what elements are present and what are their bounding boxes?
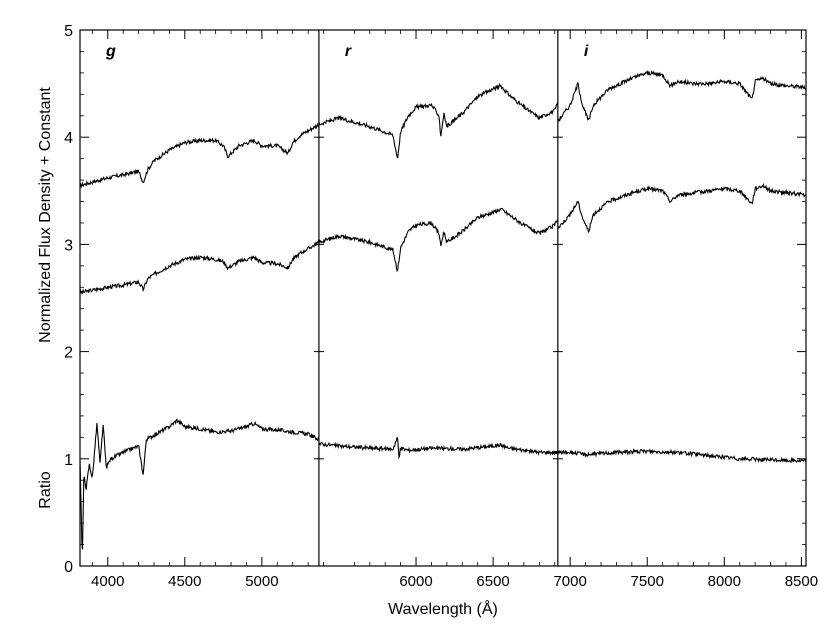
tick-labels: 4000 4500 5000 6000 6500 7000 7500 8000 8500 0 1 2 3… bbox=[64, 23, 818, 590]
x-axis-label: Wavelength (Å) bbox=[388, 599, 498, 618]
y-tick-label: 2 bbox=[64, 345, 73, 362]
x-tick-label: 4500 bbox=[168, 573, 201, 590]
y-tick-label: 1 bbox=[64, 452, 73, 469]
panel-label-r: r bbox=[345, 43, 352, 60]
y-axis-label-ratio: Ratio bbox=[37, 471, 54, 508]
x-tick-label: 6500 bbox=[476, 573, 509, 590]
panel-dividers bbox=[318, 30, 559, 566]
spectrum-line-r-2 bbox=[318, 207, 559, 273]
spectrum-line-r-3 bbox=[318, 436, 559, 460]
spectrum-line-i-2 bbox=[557, 182, 807, 234]
x-tick-label: 8000 bbox=[708, 573, 741, 590]
plot-frame bbox=[79, 29, 807, 567]
panel-label-i: i bbox=[584, 43, 589, 60]
y-axis-label-flux: Normalized Flux Density + Constant bbox=[37, 87, 54, 343]
x-tick-label: 4000 bbox=[91, 573, 124, 590]
x-tick-label: 7000 bbox=[553, 573, 586, 590]
spectrum-line-i-1 bbox=[557, 69, 807, 123]
x-tick-label: 8500 bbox=[785, 573, 818, 590]
spectrum-line-g-3 bbox=[79, 418, 320, 550]
x-tick-label: 6000 bbox=[399, 573, 432, 590]
spectrum-line-i-3 bbox=[557, 448, 807, 464]
y-tick-label: 0 bbox=[64, 559, 73, 576]
y-tick-label: 5 bbox=[64, 23, 73, 40]
y-tick-label: 4 bbox=[64, 130, 73, 147]
spectrum-line-g-1 bbox=[79, 122, 320, 189]
spectrum-line-r-1 bbox=[318, 82, 559, 159]
y-tick-label: 3 bbox=[64, 237, 73, 254]
axis-ticks bbox=[80, 29, 806, 567]
spectrum-line-g-2 bbox=[79, 239, 320, 295]
x-tick-label: 5000 bbox=[245, 573, 278, 590]
panel-label-g: g bbox=[105, 43, 116, 60]
x-tick-label: 7500 bbox=[631, 573, 664, 590]
spectra-series-group bbox=[79, 69, 807, 550]
